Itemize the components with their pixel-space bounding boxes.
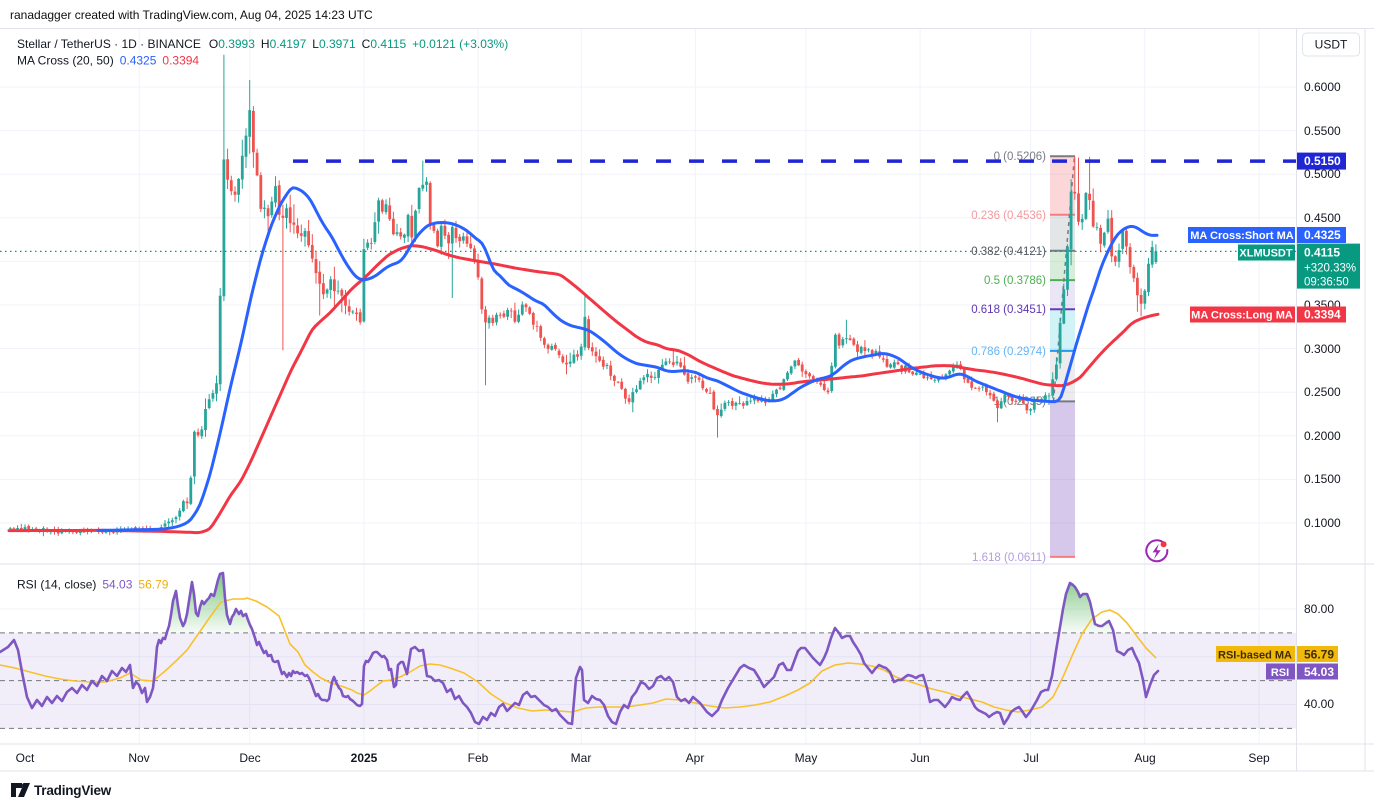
svg-text:0.5150: 0.5150 <box>1304 154 1341 168</box>
svg-text:Mar: Mar <box>571 751 592 765</box>
svg-text:0.2000: 0.2000 <box>1304 429 1341 443</box>
svg-text:40.00: 40.00 <box>1304 697 1334 711</box>
svg-text:0.1500: 0.1500 <box>1304 472 1341 486</box>
svg-text:0.1000: 0.1000 <box>1304 516 1341 530</box>
svg-text:0.786 (0.2974): 0.786 (0.2974) <box>971 346 1046 358</box>
svg-text:Apr: Apr <box>686 751 705 765</box>
svg-text:80.00: 80.00 <box>1304 602 1334 616</box>
svg-text:Oct: Oct <box>16 751 35 765</box>
svg-text:Feb: Feb <box>468 751 489 765</box>
svg-text:0.236 (0.4536): 0.236 (0.4536) <box>971 210 1046 222</box>
svg-text:Jun: Jun <box>910 751 929 765</box>
svg-text:XLMUSDT: XLMUSDT <box>1239 247 1292 259</box>
svg-text:ranadagger created with Tradin: ranadagger created with TradingView.com,… <box>10 8 373 22</box>
svg-text:0.4325: 0.4325 <box>1304 228 1341 242</box>
svg-text:0.3000: 0.3000 <box>1304 342 1341 356</box>
svg-text:0.5 (0.3786): 0.5 (0.3786) <box>984 275 1046 287</box>
svg-text:0.5500: 0.5500 <box>1304 124 1341 138</box>
svg-text:Aug: Aug <box>1134 751 1155 765</box>
svg-text:Dec: Dec <box>239 751 260 765</box>
svg-text:0.4115: 0.4115 <box>1304 246 1340 260</box>
svg-text:RSI-based MA: RSI-based MA <box>1218 650 1292 662</box>
svg-text:1.618 (0.0611): 1.618 (0.0611) <box>972 552 1046 564</box>
svg-text:Stellar / TetherUS · 1D · BINA: Stellar / TetherUS · 1D · BINANCE O0.3993… <box>17 37 508 51</box>
svg-text:May: May <box>795 751 818 765</box>
svg-text:2025: 2025 <box>351 751 378 765</box>
svg-text:0.4500: 0.4500 <box>1304 211 1341 225</box>
svg-text:USDT: USDT <box>1315 38 1348 52</box>
svg-text:09:36:50: 09:36:50 <box>1304 277 1349 289</box>
svg-text:Sep: Sep <box>1248 751 1270 765</box>
svg-text:RSI: RSI <box>1271 667 1289 679</box>
svg-text:0.618 (0.3451): 0.618 (0.3451) <box>971 304 1046 316</box>
svg-text:+320.33%: +320.33% <box>1304 263 1356 275</box>
svg-text:0.382 (0.4121): 0.382 (0.4121) <box>971 246 1046 258</box>
svg-text:MA Cross:Short MA: MA Cross:Short MA <box>1190 230 1294 242</box>
svg-text:Jul: Jul <box>1023 751 1038 765</box>
svg-text:0.2500: 0.2500 <box>1304 385 1341 399</box>
svg-text:56.79: 56.79 <box>1304 648 1334 662</box>
svg-text:0.3394: 0.3394 <box>1304 308 1341 322</box>
svg-text:TradingView: TradingView <box>34 783 112 798</box>
svg-text:0 (0.5206): 0 (0.5206) <box>994 151 1047 163</box>
svg-text:0.5000: 0.5000 <box>1304 167 1341 181</box>
svg-text:54.03: 54.03 <box>1304 665 1334 679</box>
svg-text:Nov: Nov <box>128 751 149 765</box>
svg-text:0.6000: 0.6000 <box>1304 80 1341 94</box>
svg-text:MA Cross:Long MA: MA Cross:Long MA <box>1191 309 1293 321</box>
